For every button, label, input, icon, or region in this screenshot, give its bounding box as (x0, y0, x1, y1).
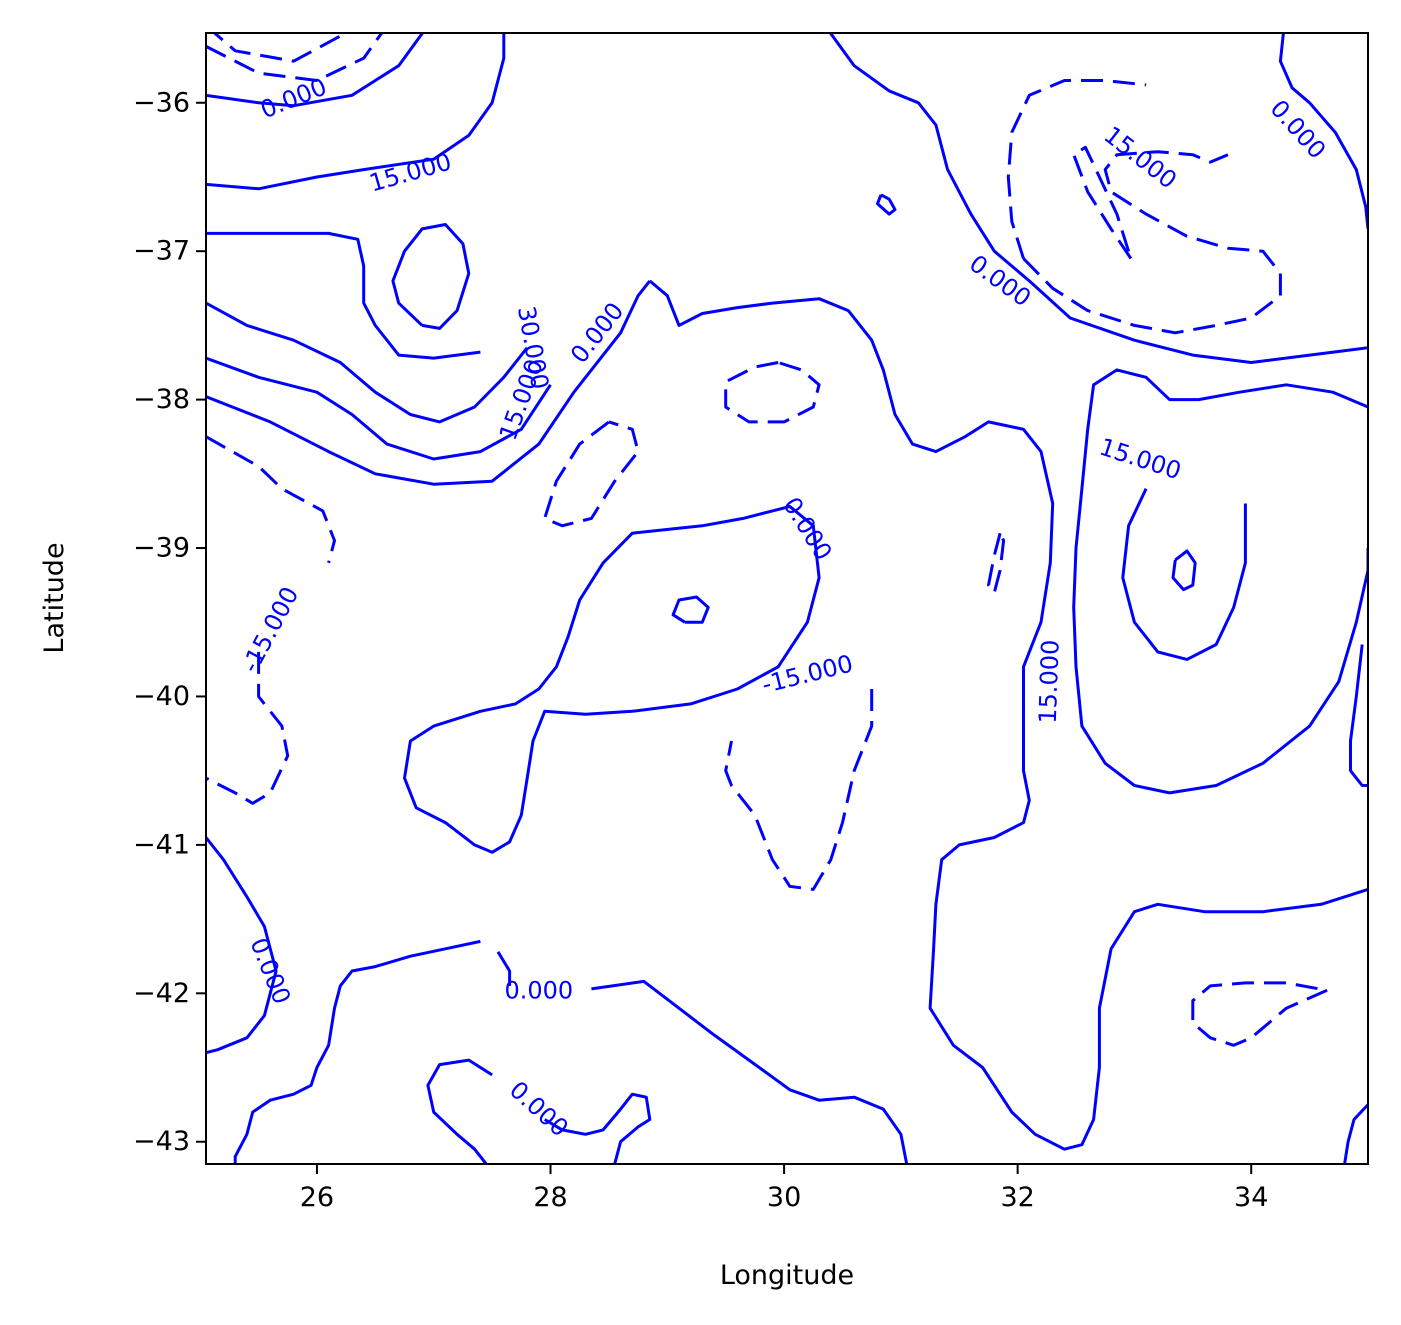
y-tick-label: −41 (133, 829, 190, 860)
x-tick-label: 34 (1234, 1182, 1268, 1213)
contour-line-level-15 (206, 231, 481, 360)
contour-line-level-0 (543, 1092, 652, 1164)
y-tick-label: −43 (133, 1126, 190, 1157)
contour-line-level-0 (828, 33, 1368, 364)
contour-line-level-0 (206, 279, 651, 486)
contour-line-level-neg15 (724, 689, 874, 891)
contour-line-level-0 (206, 33, 425, 108)
x-tick-label: 28 (533, 1182, 567, 1213)
y-tick-label: −39 (133, 533, 190, 564)
contour-line-level-neg15 (206, 651, 290, 805)
contour-line-level-0 (403, 505, 821, 854)
contour-line-level-45 (1171, 549, 1197, 592)
contour-line-level-0 (206, 836, 278, 1055)
contour-line-level-0 (496, 951, 512, 986)
contour-line-level-15 (1349, 644, 1368, 787)
y-tick-label: −36 (133, 87, 190, 118)
contour-line-level-30 (391, 223, 471, 330)
contour-line-level-0 (1278, 33, 1368, 230)
plot-background (206, 33, 1368, 1164)
contour-line-level-0 (426, 1058, 493, 1164)
contour-line-level-neg15 (206, 33, 384, 82)
contour-line-level-0 (648, 279, 1368, 1151)
contour-line-level-neg15 (1006, 79, 1147, 260)
contour-label: 0.000 (504, 976, 573, 1004)
contour-line-level-neg15 (724, 361, 821, 424)
contour-line-level-15 (1343, 1103, 1368, 1164)
contour-line-level-15 (206, 356, 552, 461)
contour-label: 15.000 (1034, 639, 1065, 724)
y-tick-label: −37 (133, 236, 190, 267)
x-axis-ticks: 26 28 30 32 34 (300, 1164, 1268, 1213)
contour-line-level-neg15 (543, 420, 640, 528)
y-tick-label: −38 (133, 384, 190, 415)
contour-line-level-30 (206, 301, 529, 424)
x-tick-label: 30 (767, 1182, 801, 1213)
x-tick-label: 26 (300, 1182, 334, 1213)
contour-line-level-30 (1121, 488, 1247, 661)
contour-line-level-neg15 (1072, 145, 1133, 260)
contour-line-level-neg15 (212, 33, 349, 63)
y-axis-title: Latitude (39, 542, 70, 653)
y-tick-label: −42 (133, 978, 190, 1009)
contour-line-level-neg15 (206, 435, 336, 564)
y-tick-label: −40 (133, 681, 190, 712)
contour-line-level-neg15 (987, 532, 1006, 595)
y-axis-ticks: −36 −37 −38 −39 −40 −41 −42 −43 (133, 87, 206, 1157)
contour-line-level-15 (876, 193, 897, 216)
contour-line-level-15 (1072, 368, 1368, 795)
contour-line-level-0 (233, 939, 481, 1164)
contour-line-level-15 (671, 595, 710, 624)
contour-line-level-neg15 (1022, 150, 1282, 335)
contour-lines (206, 33, 1368, 1164)
contour-line-level-15 (206, 33, 506, 191)
contour-line-level-neg15 (1191, 981, 1328, 1047)
plot-frame (205, 32, 1369, 1165)
x-axis-title: Longitude (720, 1260, 854, 1291)
contour-line-level-0 (591, 979, 909, 1164)
x-tick-label: 32 (1000, 1182, 1034, 1213)
